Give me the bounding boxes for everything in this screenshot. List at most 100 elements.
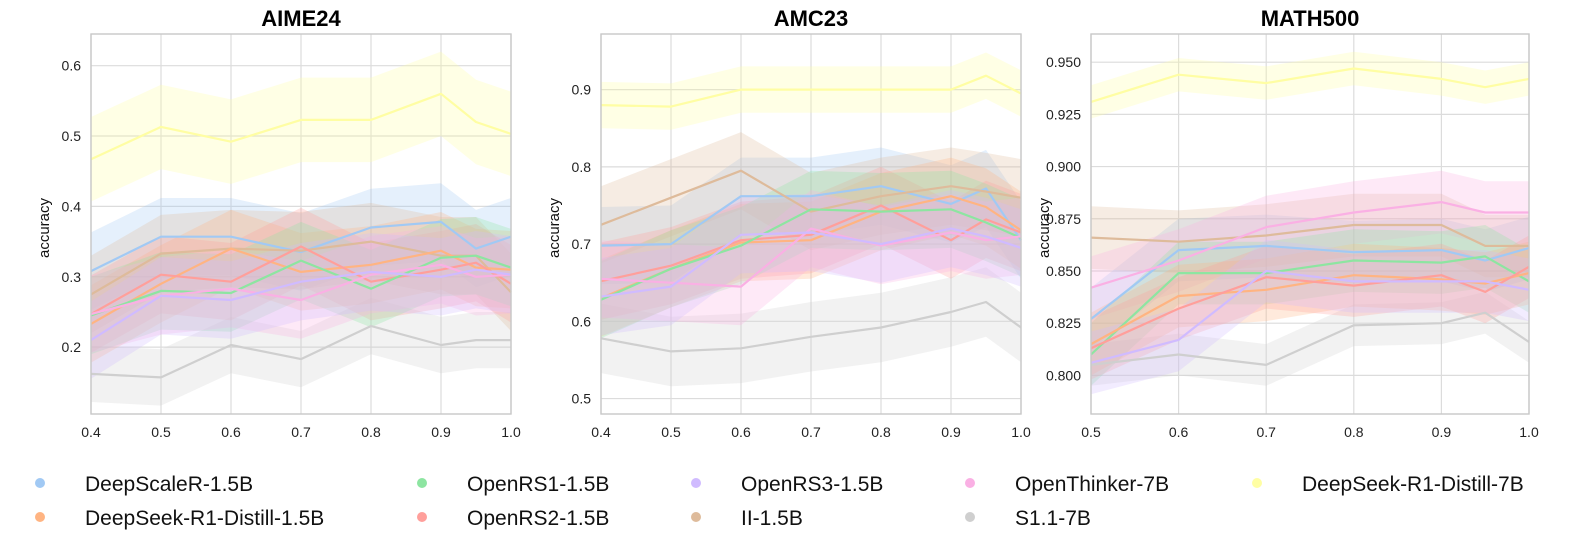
x-tick-label: 0.8 [361,424,381,440]
legend-item-deepseek-r1-distill-1-5b: DeepSeek-R1-Distill-1.5B [35,507,324,530]
x-tick-label: 0.6 [221,424,241,440]
x-tick-label: 1.0 [1519,424,1539,440]
band-openrs2-1-5b [601,166,1021,320]
band-ii-1-5b [601,132,1021,264]
panel-math500: 0.800 0.825 0.850 0.875 0.900 0.925 0.950 0.5 0.… [1036,6,1539,440]
band-openrs2-1-5b [1091,235,1529,380]
band-s1-1-7b [601,267,1021,387]
line-s1-1-7b [600,300,1022,353]
band-openrs3-1-5b [91,231,511,379]
legend-marker [35,512,45,522]
band-s1-1-7b [91,297,511,406]
x-tick-label: 0.5 [661,424,681,440]
legend-item-s1-1-7b: S1.1-7B [965,507,1091,530]
legend-label: OpenRS3-1.5B [741,473,883,496]
line-deepscaler-1-5b [90,220,512,273]
confidence-bands [1091,51,1529,395]
x-tick-label: 0.9 [431,424,451,440]
plot-background [1091,34,1529,414]
x-tick-label: 0.4 [591,424,611,440]
y-tick-label: 0.900 [1046,159,1081,175]
legend: DeepScaleR-1.5B DeepSeek-R1-Distill-1.5B O… [35,473,1524,530]
legend-marker [417,478,427,488]
panel-title: AIME24 [261,6,341,31]
band-openthinker-7b [1091,170,1529,319]
panel-title: MATH500 [1261,6,1360,31]
legend-marker [1252,478,1262,488]
x-tick-label: 0.7 [291,424,311,440]
band-s1-1-7b [1091,291,1529,386]
legend-marker [691,478,701,488]
x-tick-label: 0.7 [801,424,821,440]
line-deepseek-r1-distill-7b [90,92,512,161]
line-deepscaler-1-5b [1090,244,1530,320]
x-tick-label: 0.4 [81,424,101,440]
line-openthinker-7b [1090,201,1529,289]
legend-label: II-1.5B [741,507,803,530]
legend-item-openrs2-1-5b: OpenRS2-1.5B [417,507,609,530]
legend-label: OpenThinker-7B [1015,473,1169,496]
legend-label: S1.1-7B [1015,507,1091,530]
y-tick-label: 0.825 [1046,315,1081,331]
y-tick-label: 0.7 [572,236,592,252]
band-deepseek-r1-distill-7b [601,52,1021,130]
y-tick-label: 0.925 [1046,106,1081,122]
band-deepseek-r1-distill-1-5b [1091,241,1529,376]
line-openrs3-1-5b [1090,269,1530,364]
line-deepseek-r1-distill-1-5b [1090,272,1530,346]
y-tick-label: 0.800 [1046,367,1081,383]
band-openrs3-1-5b [601,190,1021,336]
y-tick-label: 0.5 [572,391,592,407]
panel-amc23: 0.5 0.6 0.7 0.8 0.9 0.4 0.5 0.6 0.7 0.8 0.9 1.0 AMC2… [546,6,1031,440]
line-openrs1-1-5b [1090,255,1530,356]
line-s1-1-7b [90,324,511,379]
x-tick-label: 0.9 [941,424,961,440]
line-ii-1-5b [1090,223,1529,247]
band-ii-1-5b [1091,193,1529,278]
series-lines [600,74,1022,353]
line-openrs2-1-5b [600,204,1022,283]
line-ii-1-5b [600,169,1022,226]
band-deepseek-r1-distill-7b [1091,51,1529,119]
x-tick-label: 0.5 [1081,424,1101,440]
legend-marker [35,478,45,488]
y-tick-label: 0.8 [572,159,592,175]
gridlines [90,34,512,414]
line-deepseek-r1-distill-7b [600,74,1022,108]
legend-item-ii-1-5b: II-1.5B [691,507,803,530]
y-tick-label: 0.6 [62,58,82,74]
legend-label: DeepScaleR-1.5B [85,473,253,496]
legend-marker [965,512,975,522]
legend-item-openrs3-1-5b: OpenRS3-1.5B [691,473,883,496]
band-openrs1-1-5b [91,217,511,355]
line-openrs1-1-5b [600,208,1022,301]
band-openrs1-1-5b [1091,225,1529,386]
y-axis-label: accuracy [546,197,563,258]
series-lines [90,92,512,379]
x-tick-label: 0.9 [1432,424,1452,440]
y-tick-label: 0.5 [62,128,82,144]
line-openrs1-1-5b [90,254,512,317]
y-tick-label: 0.9 [572,82,592,98]
line-openrs3-1-5b [90,268,512,342]
legend-label: OpenRS1-1.5B [467,473,609,496]
legend-label: OpenRS2-1.5B [467,507,609,530]
x-tick-label: 0.8 [1344,424,1364,440]
line-openrs2-1-5b [1090,265,1530,350]
plot-frame [600,33,1022,415]
plot-frame [90,33,512,415]
line-openthinker-7b [600,227,1022,288]
legend-item-openthinker-7b: OpenThinker-7B [965,473,1169,496]
legend-marker [965,478,975,488]
x-tick-label: 0.7 [1256,424,1276,440]
x-tick-label: 0.6 [1169,424,1189,440]
y-tick-label: 0.4 [62,198,82,214]
y-tick-label: 0.2 [62,339,82,355]
y-tick-label: 0.6 [572,313,592,329]
x-tick-label: 0.5 [151,424,171,440]
legend-item-deepseek-r1-distill-7b: DeepSeek-R1-Distill-7B [1252,473,1524,496]
legend-marker [691,512,701,522]
panel-title: AMC23 [774,6,849,31]
panels: 0.2 0.3 0.4 0.5 0.6 0.4 0.5 0.6 0.7 0.8 0.9 1.0 AIME… [36,6,1539,440]
